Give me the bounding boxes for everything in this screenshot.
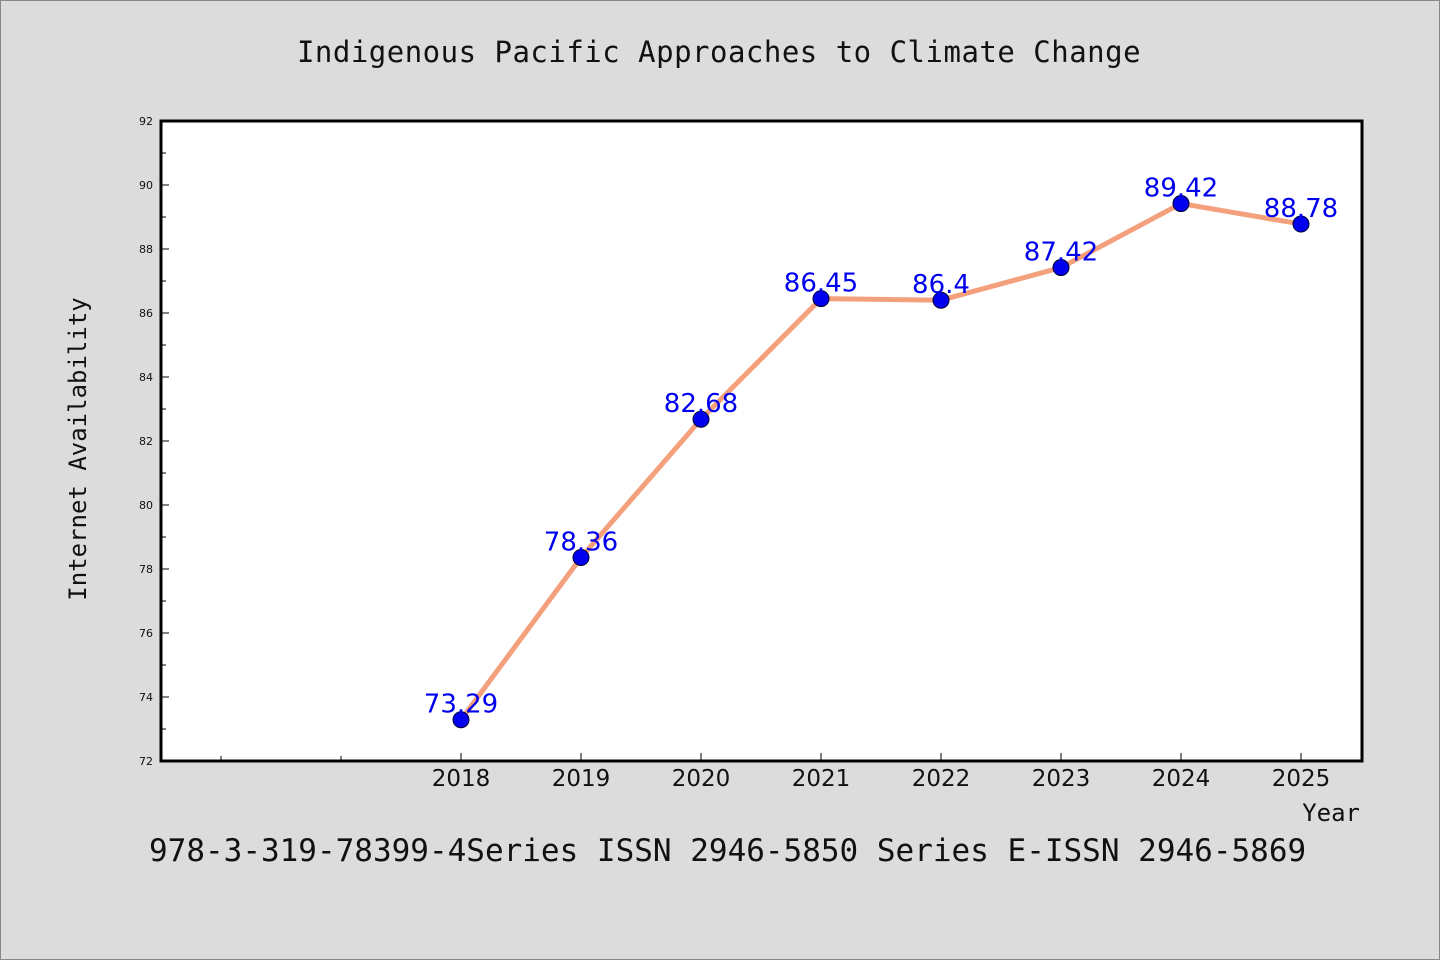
data-point-marker [1292,215,1310,233]
x-axis-label: Year [1302,799,1360,827]
y-tick-label: 86 [139,307,153,320]
data-point-marker [932,291,950,309]
x-tick-label: 2025 [1272,766,1331,792]
series-line [458,201,1302,722]
y-axis: 72 74 76 78 80 82 84 86 88 90 92 [139,115,169,768]
y-tick-label: 72 [139,755,153,768]
y-tick-label: 82 [139,435,153,448]
x-axis: 2018 2019 2020 2021 2022 2023 2024 2025 [220,753,1331,792]
data-point-label: 73.29 [424,690,498,720]
y-axis-label: Internet Availability [64,297,92,600]
data-point-marker [1172,195,1190,213]
x-tick-label: 2022 [912,766,971,792]
data-point-label: 88.78 [1264,194,1338,224]
data-point-marker [452,711,470,729]
y-tick-label: 78 [139,563,153,576]
x-tick-label: 2021 [792,766,851,792]
data-point-marker [1052,259,1070,277]
data-point-label: 87.42 [1024,238,1098,268]
series-group: 73.29 78.36 82.68 86.45 86.4 87.42 89.42 88.78 [424,174,1338,729]
data-point-label: 86.45 [784,269,858,299]
data-point-marker [812,290,830,308]
y-tick-label: 88 [139,243,153,256]
y-tick-label: 84 [139,371,153,384]
data-point-marker [572,548,590,566]
y-tick-label: 90 [139,179,153,192]
data-point-label: 86.4 [912,270,970,300]
data-point-label: 82.68 [664,389,738,419]
x-tick-label: 2019 [552,766,611,792]
footer-isbn-issn: 978-3-319-78399-4Series ISSN 2946-5850 S… [149,833,1307,869]
y-tick-label: 76 [139,627,153,640]
y-tick-label: 74 [139,691,153,704]
y-tick-label: 80 [139,499,153,512]
x-tick-label: 2024 [1152,766,1211,792]
chart-title: Indigenous Pacific Approaches to Climate… [296,35,1142,69]
data-point-label: 78.36 [544,527,618,557]
x-tick-label: 2020 [672,766,731,792]
data-point-marker [692,410,710,428]
data-point-label: 89.42 [1144,174,1218,204]
plot-area [159,119,1364,763]
x-tick-label: 2023 [1032,766,1091,792]
x-tick-label: 2018 [432,766,491,792]
y-tick-label: 92 [139,115,153,128]
